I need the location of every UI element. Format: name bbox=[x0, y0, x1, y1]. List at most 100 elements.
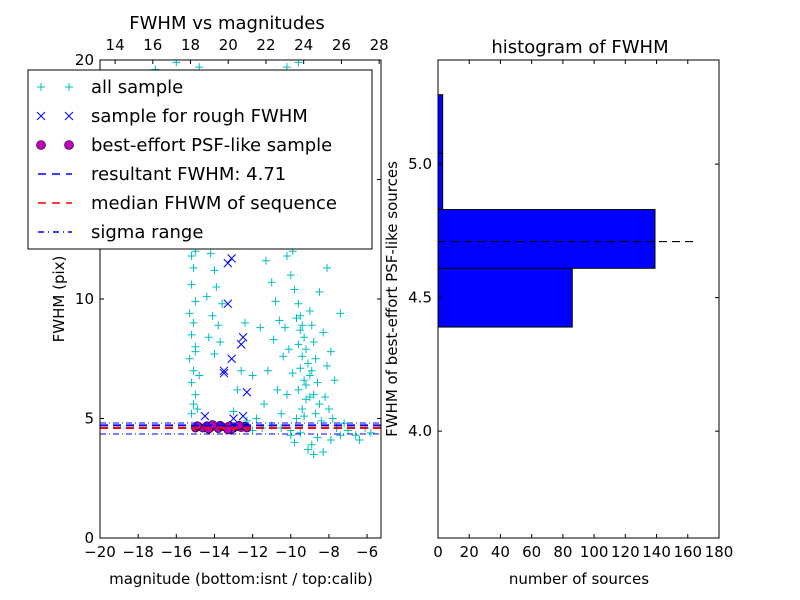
top-x-tick-label: 20 bbox=[219, 36, 238, 54]
x-tick-label: 120 bbox=[611, 543, 640, 561]
all-sample-point bbox=[271, 297, 280, 306]
all-sample-point bbox=[302, 345, 311, 354]
legend-item: best-effort PSF-like sample bbox=[36, 135, 332, 156]
all-sample-point bbox=[298, 321, 307, 330]
all-sample-point bbox=[313, 378, 322, 387]
all-sample-point bbox=[237, 366, 246, 375]
all-sample-point bbox=[252, 414, 261, 423]
top-x-tick-label: 18 bbox=[181, 36, 200, 54]
all-sample-point bbox=[300, 333, 309, 342]
histogram-bar bbox=[437, 152, 444, 211]
legend-item: all sample bbox=[37, 77, 183, 98]
y-tick-label: 4.0 bbox=[408, 422, 432, 440]
x-tick-label: 100 bbox=[580, 543, 609, 561]
all-sample-point bbox=[351, 431, 360, 440]
all-sample-point bbox=[204, 333, 213, 342]
all-sample-point bbox=[292, 414, 301, 423]
all-sample-point bbox=[302, 381, 311, 390]
all-sample-point bbox=[212, 283, 221, 292]
histogram-axes: 0 20 40 60 80 100 120 140 160 180 4.0 4.5 5.0 histog… bbox=[383, 37, 733, 588]
x-tick-label: −20 bbox=[84, 543, 116, 561]
all-sample-point bbox=[286, 426, 295, 435]
all-sample-point bbox=[326, 436, 335, 445]
histogram-bar bbox=[437, 94, 444, 154]
all-sample-point bbox=[307, 321, 316, 330]
all-sample-point bbox=[185, 354, 194, 363]
all-sample-point bbox=[187, 251, 196, 260]
all-sample-point bbox=[340, 419, 349, 428]
y-tick-label: 0 bbox=[84, 529, 94, 547]
histogram-xlabel: number of sources bbox=[509, 570, 649, 588]
all-sample-point bbox=[294, 299, 303, 308]
all-sample-point bbox=[214, 321, 223, 330]
top-x-tick-label: 28 bbox=[370, 36, 389, 54]
scatter-xlabel: magnitude (bottom:isnt / top:calib) bbox=[109, 570, 373, 588]
scatter-marks bbox=[100, 60, 381, 459]
all-sample-point bbox=[319, 328, 328, 337]
histogram-bar bbox=[437, 267, 573, 328]
all-sample-point bbox=[263, 366, 272, 375]
all-sample-point bbox=[296, 428, 305, 437]
rough-sample-point bbox=[223, 299, 233, 309]
all-sample-point bbox=[281, 323, 290, 332]
rough-sample-point bbox=[229, 414, 238, 423]
all-sample-point bbox=[279, 352, 288, 361]
all-sample-point bbox=[328, 414, 337, 423]
all-sample-point bbox=[216, 338, 225, 347]
scatter-title: FWHM vs magnitudes bbox=[129, 13, 324, 34]
histogram-ylabel: FWHM of best-effort PSF-like sources bbox=[383, 161, 401, 437]
y-tick-label: 10 bbox=[75, 290, 94, 308]
all-sample-point bbox=[326, 347, 335, 356]
all-sample-point bbox=[267, 278, 276, 287]
rough-sample-point bbox=[200, 411, 210, 421]
top-x-tick-label: 24 bbox=[294, 36, 313, 54]
all-sample-point bbox=[315, 287, 324, 296]
all-sample-point bbox=[355, 436, 364, 445]
all-sample-point bbox=[323, 361, 332, 370]
scatter-axes: −20 −18 −16 −14 −12 −10 −8 −6 14 16 18 20 22 24 26 28 0 5… bbox=[27, 13, 389, 588]
all-sample-point bbox=[229, 407, 238, 416]
all-sample-point bbox=[191, 297, 200, 306]
y-tick-label: 4.5 bbox=[408, 289, 432, 307]
all-sample-point bbox=[298, 404, 307, 413]
x-tick-label: −16 bbox=[160, 543, 192, 561]
all-sample-point bbox=[275, 316, 284, 325]
plus-marker-icon bbox=[65, 83, 73, 91]
x-marker-icon bbox=[36, 111, 46, 121]
rough-sample-point bbox=[236, 340, 246, 349]
all-sample-point bbox=[286, 271, 295, 280]
x-marker-icon bbox=[64, 111, 74, 121]
all-sample-point bbox=[321, 392, 330, 401]
all-sample-point bbox=[298, 352, 307, 361]
all-sample-point bbox=[323, 263, 332, 272]
top-x-tick-label: 22 bbox=[256, 36, 275, 54]
top-x-tick-label: 14 bbox=[106, 36, 125, 54]
legend-item: sample for rough FWHM bbox=[36, 106, 308, 127]
x-tick-label: 80 bbox=[553, 543, 572, 561]
all-sample-point bbox=[290, 285, 299, 294]
legend-box bbox=[27, 69, 373, 250]
all-sample-point bbox=[269, 335, 278, 344]
all-sample-point bbox=[187, 378, 196, 387]
legend: all sample sample for rough FWHM best-effo… bbox=[27, 69, 373, 250]
all-sample-point bbox=[294, 340, 303, 349]
all-sample-point bbox=[296, 326, 305, 335]
x-tick-label: −12 bbox=[237, 543, 269, 561]
rough-sample-point bbox=[219, 368, 229, 378]
all-sample-point bbox=[202, 292, 211, 301]
scatter-ylabel: FWHM (pix) bbox=[50, 256, 68, 343]
all-sample-point bbox=[210, 349, 219, 358]
legend-label: median FHWM of sequence bbox=[91, 193, 337, 214]
all-sample-point bbox=[305, 392, 314, 401]
y-tick-label: 5.0 bbox=[408, 155, 432, 173]
rough-sample-point bbox=[227, 254, 236, 263]
legend-label: best-effort PSF-like sample bbox=[91, 135, 332, 156]
all-sample-point bbox=[189, 263, 198, 272]
all-sample-point bbox=[300, 376, 309, 385]
rough-sample-point bbox=[238, 332, 248, 342]
all-sample-point bbox=[294, 60, 303, 67]
all-sample-point bbox=[296, 364, 305, 373]
all-sample-point bbox=[189, 366, 198, 375]
all-sample-point bbox=[305, 371, 314, 380]
all-sample-point bbox=[288, 369, 297, 378]
